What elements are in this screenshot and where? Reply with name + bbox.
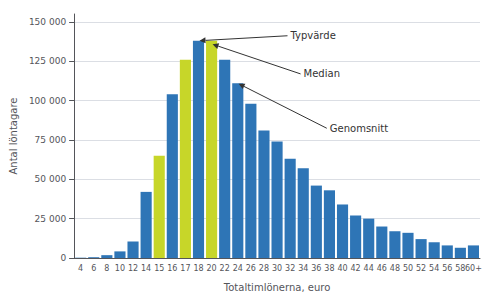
svg-text:8: 8 <box>104 264 109 273</box>
svg-text:38: 38 <box>324 264 334 273</box>
svg-text:10: 10 <box>115 264 125 273</box>
svg-text:58: 58 <box>455 264 465 273</box>
svg-text:125 000: 125 000 <box>29 56 66 66</box>
svg-text:50: 50 <box>403 264 413 273</box>
svg-text:36: 36 <box>311 264 321 273</box>
svg-text:32: 32 <box>285 264 295 273</box>
svg-text:18: 18 <box>193 264 203 273</box>
svg-text:150 000: 150 000 <box>29 17 66 27</box>
svg-text:34: 34 <box>298 264 308 273</box>
svg-text:24: 24 <box>233 264 243 273</box>
svg-text:26: 26 <box>246 264 256 273</box>
svg-text:17: 17 <box>180 264 190 273</box>
svg-text:30: 30 <box>272 264 282 273</box>
svg-text:48: 48 <box>390 264 400 273</box>
svg-text:22: 22 <box>220 264 230 273</box>
svg-text:Genomsnitt: Genomsnitt <box>330 123 388 134</box>
svg-text:20: 20 <box>206 264 216 273</box>
svg-text:14: 14 <box>141 264 151 273</box>
svg-text:15: 15 <box>154 264 164 273</box>
svg-text:60+: 60+ <box>465 264 482 273</box>
svg-text:42: 42 <box>351 264 361 273</box>
svg-text:75 000: 75 000 <box>35 135 67 145</box>
svg-text:44: 44 <box>364 264 374 273</box>
svg-text:4: 4 <box>78 264 83 273</box>
svg-text:54: 54 <box>429 264 439 273</box>
svg-text:16: 16 <box>167 264 177 273</box>
svg-text:25 000: 25 000 <box>35 214 67 224</box>
svg-text:Median: Median <box>304 68 340 79</box>
svg-text:6: 6 <box>91 264 96 273</box>
svg-text:0: 0 <box>60 253 66 263</box>
svg-text:46: 46 <box>377 264 387 273</box>
svg-text:Antal löntagare: Antal löntagare <box>8 98 19 175</box>
svg-text:40: 40 <box>337 264 347 273</box>
svg-text:28: 28 <box>259 264 269 273</box>
svg-text:Totaltimlönerna, euro: Totaltimlönerna, euro <box>223 282 330 293</box>
svg-text:12: 12 <box>128 264 138 273</box>
svg-text:100 000: 100 000 <box>29 96 66 106</box>
svg-text:Typvärde: Typvärde <box>290 30 336 41</box>
svg-text:52: 52 <box>416 264 426 273</box>
svg-text:56: 56 <box>442 264 452 273</box>
svg-text:50 000: 50 000 <box>35 174 67 184</box>
